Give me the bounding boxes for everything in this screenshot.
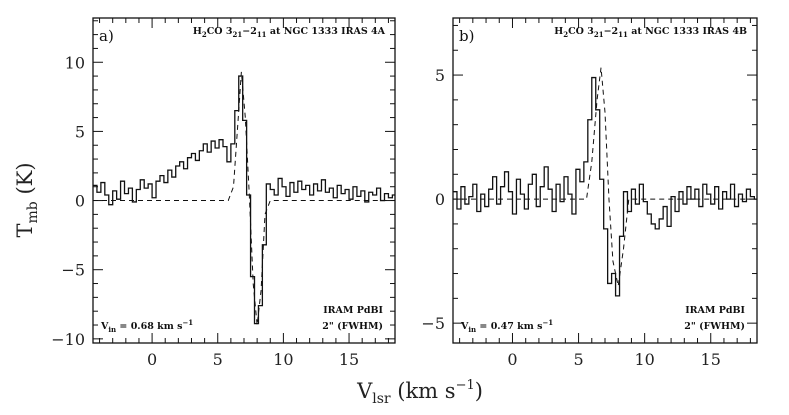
panel-a-frame bbox=[92, 17, 396, 344]
panel-b-ytick-label: 5 bbox=[435, 66, 445, 85]
panel-b-xtick-label: 15 bbox=[701, 350, 721, 369]
panel-b-spectrum-line bbox=[453, 76, 757, 297]
panel-a-title: H2CO 321−211 at NGC 1333 IRAS 4A bbox=[193, 26, 386, 39]
panel-b-label: b) bbox=[459, 27, 474, 45]
panel-a-ytick-label: −10 bbox=[51, 330, 85, 349]
panel-b-beam: 2" (FWHM) bbox=[684, 321, 745, 332]
panel-b: 0 5 10 15 −5 0 5 b) H2CO 321−211 at NGC 1333 I… bbox=[421, 17, 758, 369]
panel-b-infall-velocity: Vin = 0.47 km s−1 bbox=[460, 318, 553, 334]
panel-b-model-line bbox=[453, 67, 757, 287]
panel-a-ytick-label: −5 bbox=[61, 261, 85, 280]
panel-a-ytick-label: 5 bbox=[75, 122, 85, 141]
panel-a-ticks: 0 5 10 15 −10 −5 0 5 10 bbox=[51, 18, 395, 369]
panel-b-ticks: 0 5 10 15 −5 0 5 bbox=[421, 18, 757, 369]
panel-a-xtick-label: 15 bbox=[339, 350, 359, 369]
panel-b-frame bbox=[452, 17, 758, 344]
panel-a-ytick-label: 0 bbox=[75, 192, 85, 211]
panel-a-telescope: IRAM PdBI bbox=[323, 305, 383, 316]
panel-b-ytick-label: −5 bbox=[421, 314, 445, 333]
panel-b-ytick-label: 0 bbox=[435, 190, 445, 209]
x-axis-title: Vlsr (km s−1) bbox=[356, 378, 483, 407]
panel-b-xtick-label: 10 bbox=[634, 350, 654, 369]
panel-a-label: a) bbox=[99, 27, 114, 45]
panel-a-xtick-label: 5 bbox=[213, 350, 223, 369]
panel-a-infall-velocity: Vin = 0.68 km s−1 bbox=[100, 318, 193, 334]
panel-a-xtick-label: 10 bbox=[273, 350, 293, 369]
panel-a-model-line bbox=[93, 71, 395, 326]
panel-a-xtick-label: 0 bbox=[147, 350, 157, 369]
panel-b-xtick-label: 5 bbox=[573, 350, 583, 369]
panel-b-xtick-label: 0 bbox=[507, 350, 517, 369]
panel-a-ytick-label: 10 bbox=[65, 53, 85, 72]
panel-a: 0 5 10 15 −10 −5 0 5 10 a) H2CO 321−211 at NGC 1… bbox=[51, 17, 396, 369]
panel-a-beam: 2" (FWHM) bbox=[322, 321, 383, 332]
y-axis-title: Tmb (K) bbox=[13, 162, 41, 237]
panel-b-title: H2CO 321−211 at NGC 1333 IRAS 4B bbox=[554, 26, 747, 39]
panel-b-telescope: IRAM PdBI bbox=[685, 305, 745, 316]
panel-a-spectrum-line bbox=[93, 75, 395, 325]
